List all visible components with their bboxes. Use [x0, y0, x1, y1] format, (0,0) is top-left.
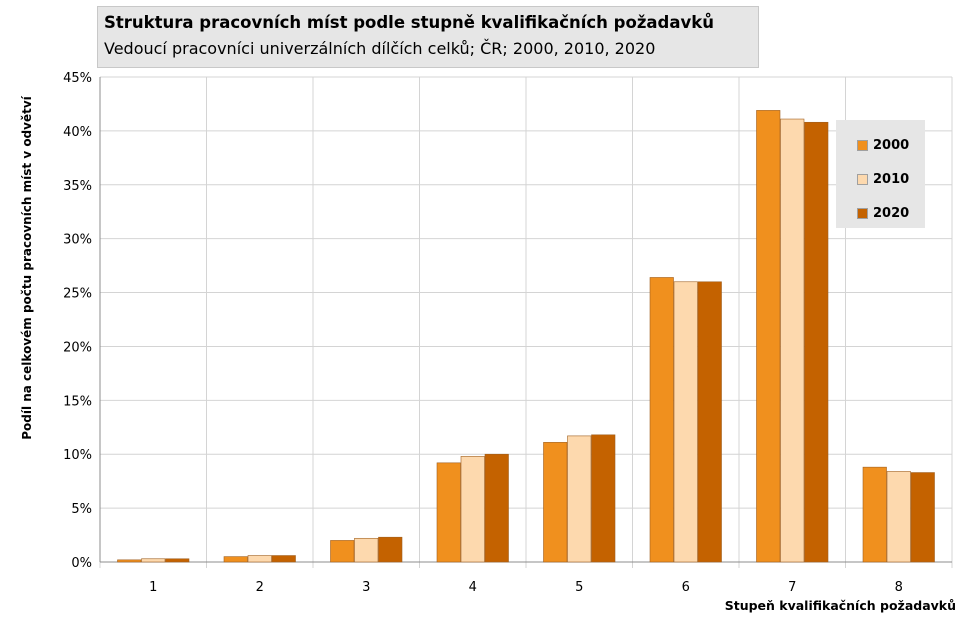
- bar-2010-1: [141, 558, 166, 563]
- legend-swatch-2010: [857, 173, 868, 185]
- chart-title: Struktura pracovních míst podle stupně k…: [104, 13, 714, 32]
- x-tick-label: 8: [895, 580, 903, 595]
- legend-item-2010: 2010: [836, 162, 925, 196]
- x-tick-label: 2: [256, 580, 264, 595]
- bar-2000-2: [223, 556, 248, 563]
- bar-2010-7: [780, 118, 805, 563]
- bar-2020-7: [804, 121, 829, 563]
- legend-label-2000: 2000: [873, 137, 910, 153]
- bar-2000-4: [436, 462, 461, 563]
- bar-2020-3: [378, 536, 403, 563]
- y-axis-label: Podíl na celkovém počtu pracovních míst …: [20, 96, 34, 440]
- bar-2010-6: [673, 281, 698, 563]
- x-tick-label: 3: [362, 580, 370, 595]
- bar-2020-2: [271, 555, 296, 563]
- chart-title-box: Struktura pracovních míst podle stupně k…: [97, 6, 759, 68]
- legend-swatch-2000: [857, 139, 868, 151]
- y-tick-label: 45%: [63, 71, 92, 86]
- y-tick-label: 15%: [63, 394, 92, 409]
- x-tick-label: 1: [149, 580, 157, 595]
- bar-2020-5: [591, 434, 616, 563]
- y-tick-label: 35%: [63, 179, 92, 194]
- bar-2010-5: [567, 435, 592, 563]
- bar-2000-7: [756, 110, 781, 563]
- bar-2010-3: [354, 537, 379, 563]
- legend-item-2020: 2020: [836, 196, 925, 230]
- bar-2000-5: [543, 442, 568, 563]
- y-tick-label: 0%: [71, 556, 92, 571]
- bar-2000-6: [649, 277, 674, 563]
- x-tick-label: 5: [575, 580, 583, 595]
- y-tick-label: 40%: [63, 125, 92, 140]
- x-tick-label: 7: [788, 580, 796, 595]
- bar-2010-8: [886, 471, 911, 563]
- chart-subtitle: Vedoucí pracovníci univerzálních dílčích…: [104, 39, 656, 58]
- bar-2000-8: [862, 466, 887, 563]
- y-tick-label: 30%: [63, 233, 92, 248]
- bar-2020-8: [910, 472, 935, 563]
- y-tick-label: 10%: [63, 448, 92, 463]
- bar-2020-1: [165, 558, 190, 563]
- y-tick-label: 20%: [63, 340, 92, 355]
- y-tick-label: 5%: [71, 502, 92, 517]
- bar-2010-2: [247, 555, 272, 563]
- x-tick-label: 6: [682, 580, 690, 595]
- legend: 2000 2010 2020: [836, 120, 925, 228]
- bar-2000-3: [330, 540, 355, 563]
- bar-2020-4: [484, 453, 509, 563]
- x-tick-label: 4: [469, 580, 477, 595]
- legend-label-2020: 2020: [873, 205, 910, 221]
- bar-2010-4: [460, 456, 485, 563]
- x-axis-label: Stupeň kvalifikačních požadavků: [724, 598, 956, 613]
- bar-2020-6: [697, 281, 722, 563]
- legend-swatch-2020: [857, 207, 868, 219]
- legend-label-2010: 2010: [873, 171, 910, 187]
- bar-2000-1: [117, 559, 142, 563]
- y-tick-label: 25%: [63, 287, 92, 302]
- legend-item-2000: 2000: [836, 128, 925, 162]
